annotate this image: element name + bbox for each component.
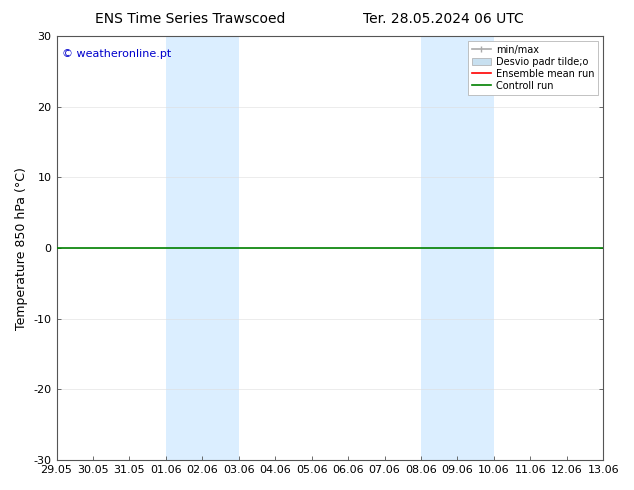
Text: © weatheronline.pt: © weatheronline.pt <box>62 49 171 59</box>
Bar <box>421 36 494 460</box>
Text: Ter. 28.05.2024 06 UTC: Ter. 28.05.2024 06 UTC <box>363 12 524 26</box>
Y-axis label: Temperature 850 hPa (°C): Temperature 850 hPa (°C) <box>15 167 28 330</box>
Text: ENS Time Series Trawscoed: ENS Time Series Trawscoed <box>95 12 285 26</box>
Legend: min/max, Desvio padr tilde;o, Ensemble mean run, Controll run: min/max, Desvio padr tilde;o, Ensemble m… <box>468 41 598 95</box>
Bar <box>166 36 239 460</box>
